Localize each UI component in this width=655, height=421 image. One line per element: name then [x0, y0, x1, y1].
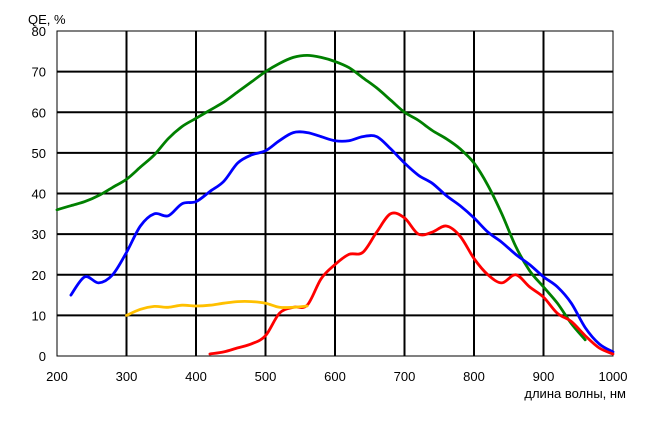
y-tick-label: 0 — [39, 349, 46, 364]
y-tick-label: 30 — [32, 227, 46, 242]
x-tick-label: 800 — [463, 369, 485, 384]
x-tick-label: 400 — [185, 369, 207, 384]
x-tick-label: 500 — [255, 369, 277, 384]
y-tick-label: 40 — [32, 187, 46, 202]
y-tick-label: 60 — [32, 105, 46, 120]
y-tick-label: 80 — [32, 24, 46, 39]
series-lines — [55, 54, 615, 356]
x-tick-label: 600 — [324, 369, 346, 384]
series-line-2 — [69, 130, 615, 354]
series-line-4 — [125, 299, 309, 317]
x-tick-label: 1000 — [599, 369, 628, 384]
x-axis-label: длина волны, нм — [524, 386, 626, 401]
y-axis-ticks: 0 10 20 30 40 50 60 70 80 — [32, 24, 46, 364]
x-tick-label: 700 — [394, 369, 416, 384]
y-tick-label: 50 — [32, 146, 46, 161]
x-tick-label: 300 — [116, 369, 138, 384]
x-tick-label: 200 — [46, 369, 68, 384]
series-line-3 — [208, 211, 615, 356]
y-tick-label: 10 — [32, 308, 46, 323]
y-tick-label: 70 — [32, 65, 46, 80]
series-line-1 — [55, 54, 587, 342]
x-axis-ticks: 200 300 400 500 600 700 800 900 1000 — [46, 369, 627, 384]
y-tick-label: 20 — [32, 268, 46, 283]
y-axis-label: QE, % — [28, 12, 66, 27]
x-tick-label: 900 — [533, 369, 555, 384]
grid — [56, 30, 614, 357]
